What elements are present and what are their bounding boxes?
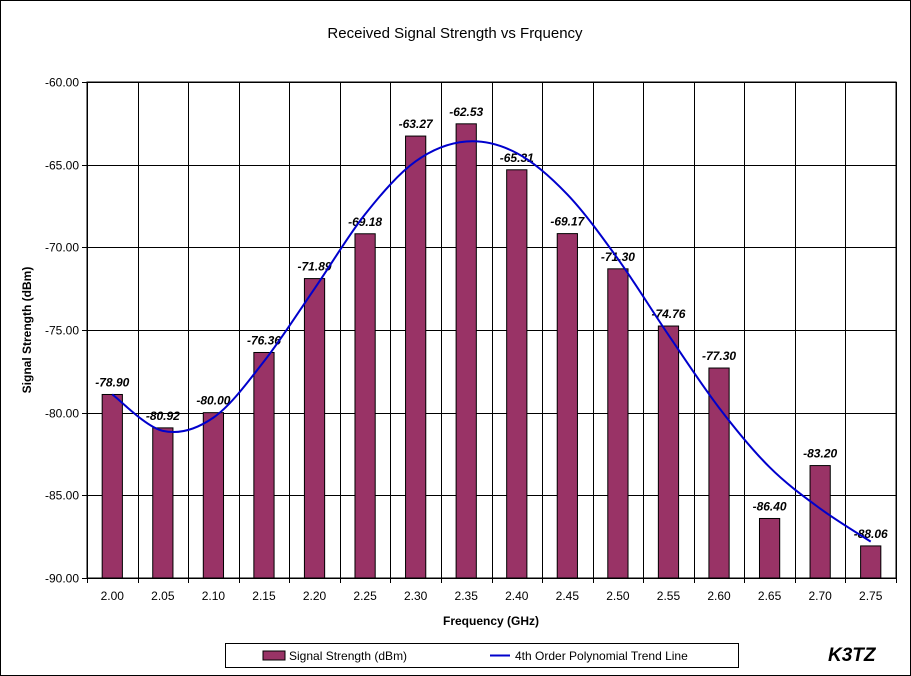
data-label: -80.00 — [196, 394, 230, 408]
x-tick-label: 2.00 — [101, 589, 125, 603]
x-tick-label: 2.05 — [151, 589, 175, 603]
x-tick-label: 2.75 — [859, 589, 883, 603]
x-tick-label: 2.65 — [758, 589, 782, 603]
data-label: -83.20 — [803, 447, 837, 461]
x-tick-label: 2.20 — [303, 589, 327, 603]
x-tick-label: 2.40 — [505, 589, 529, 603]
data-label: -63.27 — [399, 117, 434, 131]
x-tick-label: 2.50 — [606, 589, 630, 603]
y-tick-label: -65.00 — [45, 159, 79, 173]
x-tick-label: 2.30 — [404, 589, 428, 603]
data-label: -69.17 — [550, 215, 585, 229]
y-axis-label: Signal Strength (dBm) — [20, 267, 34, 394]
bar — [101, 393, 123, 579]
x-tick-label: 2.15 — [252, 589, 276, 603]
data-label: -71.89 — [298, 260, 332, 274]
bar — [253, 351, 275, 579]
data-label: -71.30 — [601, 250, 635, 264]
bar — [708, 367, 730, 579]
y-tick-label: -90.00 — [45, 572, 79, 586]
x-tick-label: 2.35 — [455, 589, 479, 603]
y-tick-label: -70.00 — [45, 241, 79, 255]
bar — [152, 427, 174, 579]
y-tick-label: -60.00 — [45, 76, 79, 90]
data-label: -69.18 — [348, 215, 382, 229]
y-tick-label: -80.00 — [45, 407, 79, 421]
x-tick-label: 2.45 — [556, 589, 580, 603]
x-axis-label: Frequency (GHz) — [443, 614, 539, 628]
x-tick-label: 2.10 — [202, 589, 226, 603]
bar — [860, 545, 882, 579]
x-tick-label: 2.60 — [707, 589, 731, 603]
data-label: -80.92 — [146, 409, 180, 423]
data-label: -62.53 — [449, 105, 483, 119]
legend-line-label: 4th Order Polynomial Trend Line — [515, 649, 688, 663]
data-label: -76.36 — [247, 333, 281, 347]
watermark: K3TZ — [828, 645, 877, 666]
x-tick-label: 2.25 — [353, 589, 377, 603]
data-label: -77.30 — [702, 349, 736, 363]
legend-bar-label: Signal Strength (dBm) — [289, 649, 407, 663]
data-label: -78.90 — [95, 375, 129, 389]
y-tick-label: -75.00 — [45, 324, 79, 338]
legend-bar-swatch — [262, 650, 286, 661]
data-label: -74.76 — [651, 307, 685, 321]
y-tick-label: -85.00 — [45, 489, 79, 503]
bar — [202, 412, 225, 579]
data-label: -86.40 — [753, 499, 787, 513]
legend: Signal Strength (dBm) 4th Order Polynomi… — [225, 643, 739, 668]
x-tick-label: 2.70 — [808, 589, 832, 603]
x-tick-label: 2.55 — [657, 589, 681, 603]
chart-title: Received Signal Strength vs Frquency — [327, 25, 583, 42]
bar — [506, 169, 528, 579]
bar — [758, 517, 781, 579]
trend-line — [111, 140, 872, 543]
bar — [809, 465, 831, 579]
data-label: -65.31 — [500, 151, 534, 165]
bar — [607, 268, 629, 579]
bar — [303, 278, 326, 579]
bar — [354, 233, 376, 579]
bar — [405, 135, 427, 579]
bar — [455, 123, 477, 579]
bar — [556, 233, 578, 579]
bar — [657, 325, 680, 579]
